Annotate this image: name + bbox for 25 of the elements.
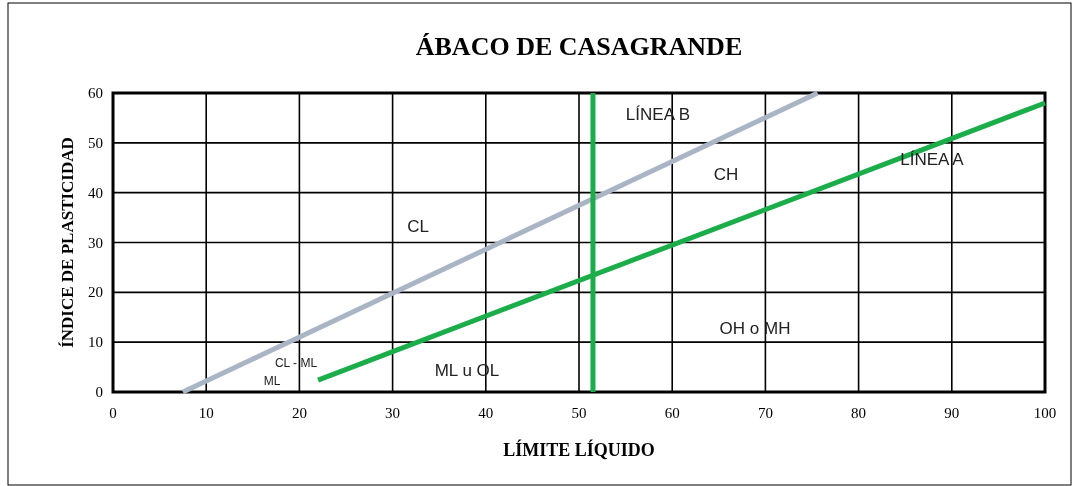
chart-title: ÁBACO DE CASAGRANDE: [415, 32, 743, 61]
x-tick-label: 50: [571, 405, 587, 421]
annotation: CL - ML: [274, 356, 318, 370]
y-tick-label: 20: [88, 284, 103, 301]
x-tick-label: 20: [291, 405, 307, 421]
annotation: ML: [263, 374, 281, 388]
x-tick-label: 90: [944, 405, 960, 421]
annotation: CL: [407, 217, 429, 236]
x-tick-label: 100: [1033, 405, 1057, 421]
x-tick-label: 40: [478, 405, 494, 421]
x-tick-label: 10: [198, 405, 214, 421]
x-tick-label: 0: [109, 405, 117, 421]
x-tick-label: 70: [757, 405, 773, 421]
y-tick-label: 10: [88, 334, 103, 351]
y-axis-title: ÍNDICE DE PLASTICIDAD: [58, 137, 77, 348]
x-tick-label: 60: [664, 405, 680, 421]
y-tick-label: 60: [88, 85, 103, 101]
y-tick-label: 30: [88, 234, 103, 251]
y-tick-label: 50: [88, 134, 103, 151]
x-tick-label: 80: [851, 405, 867, 421]
annotation: CH: [713, 165, 739, 184]
x-axis-title: LÍMITE LÍQUIDO: [503, 439, 655, 460]
x-tick-label: 30: [385, 405, 401, 421]
y-tick-label: 40: [88, 184, 103, 201]
y-tick-label: 0: [95, 384, 103, 400]
